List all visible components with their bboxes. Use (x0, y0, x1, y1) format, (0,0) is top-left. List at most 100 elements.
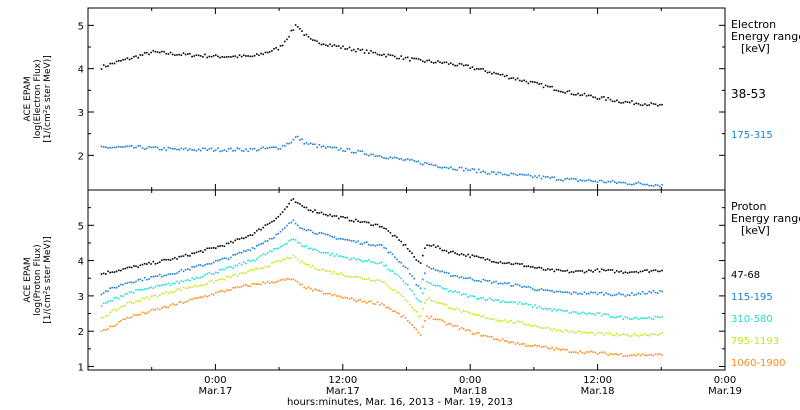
data-point (277, 259, 280, 262)
data-point (111, 271, 114, 273)
data-point (370, 300, 372, 302)
data-point (305, 245, 308, 247)
data-point (348, 275, 351, 278)
data-point (538, 266, 540, 269)
data-point (596, 312, 599, 314)
data-point (376, 53, 379, 56)
data-point (650, 184, 653, 187)
data-point (659, 289, 661, 292)
data-point (189, 268, 191, 271)
data-point (499, 282, 502, 284)
data-point (417, 58, 420, 60)
data-point (434, 246, 437, 248)
x-tick-date: Mar.18 (453, 386, 487, 397)
data-point (303, 228, 305, 231)
data-point (514, 301, 517, 303)
data-point (547, 175, 549, 178)
data-point (499, 301, 502, 303)
data-point (245, 262, 247, 265)
data-point (493, 338, 495, 341)
data-point (605, 99, 607, 101)
data-point (419, 315, 422, 318)
data-point (141, 54, 144, 56)
data-point (163, 305, 165, 308)
data-point (109, 147, 111, 149)
data-point (588, 179, 590, 181)
data-point (570, 177, 573, 180)
data-point (391, 235, 394, 237)
data-point (120, 306, 122, 308)
y-tick-label: 3 (78, 108, 84, 119)
data-point (197, 54, 200, 57)
data-point (169, 284, 172, 286)
data-point (605, 181, 607, 184)
data-point (590, 331, 592, 334)
data-point (314, 248, 316, 251)
data-point (333, 146, 336, 148)
data-point (215, 247, 217, 249)
data-point (309, 142, 312, 145)
data-point (486, 317, 489, 320)
data-point (273, 282, 275, 284)
data-point (337, 217, 340, 220)
data-point (344, 238, 346, 241)
data-point (322, 43, 325, 45)
data-point (126, 266, 129, 269)
data-point (251, 269, 254, 271)
series-1060-1900 (100, 277, 663, 358)
data-point (648, 334, 650, 337)
data-point (633, 103, 635, 106)
data-point (506, 282, 508, 285)
data-point (342, 150, 344, 152)
data-point (661, 332, 663, 334)
data-point (256, 283, 258, 285)
data-point (322, 293, 325, 295)
data-point (497, 338, 499, 341)
data-point (161, 292, 163, 295)
data-point (327, 269, 329, 272)
data-point (441, 249, 443, 252)
data-point (273, 237, 275, 239)
data-point (290, 199, 293, 201)
data-point (143, 276, 146, 279)
data-point (503, 319, 506, 321)
data-point (544, 176, 547, 178)
data-point (260, 283, 262, 286)
data-point (225, 275, 228, 278)
data-point (284, 145, 286, 147)
data-point (182, 52, 185, 54)
data-point (428, 297, 431, 300)
data-point (150, 263, 152, 265)
data-point (243, 272, 245, 275)
data-point (646, 317, 648, 319)
data-point (473, 333, 476, 335)
data-point (525, 265, 528, 268)
data-point (137, 314, 139, 316)
data-point (620, 181, 622, 184)
data-point (536, 267, 538, 269)
data-point (350, 219, 353, 222)
data-point (596, 293, 599, 296)
data-point (180, 289, 183, 291)
data-point (230, 289, 232, 291)
data-point (603, 181, 605, 184)
data-point (415, 57, 418, 60)
data-point (426, 315, 428, 318)
data-point (624, 316, 627, 318)
data-point (277, 280, 280, 282)
data-point (596, 353, 599, 355)
data-point (538, 289, 540, 291)
data-point (376, 279, 379, 281)
data-point (469, 169, 471, 171)
data-point (644, 103, 646, 105)
data-point (598, 352, 601, 354)
data-point (115, 287, 118, 289)
data-point (296, 241, 299, 244)
data-point (469, 330, 471, 332)
data-point (215, 259, 217, 262)
data-point (251, 55, 254, 58)
data-point (230, 240, 232, 243)
data-point (353, 276, 355, 278)
data-point (378, 262, 381, 264)
